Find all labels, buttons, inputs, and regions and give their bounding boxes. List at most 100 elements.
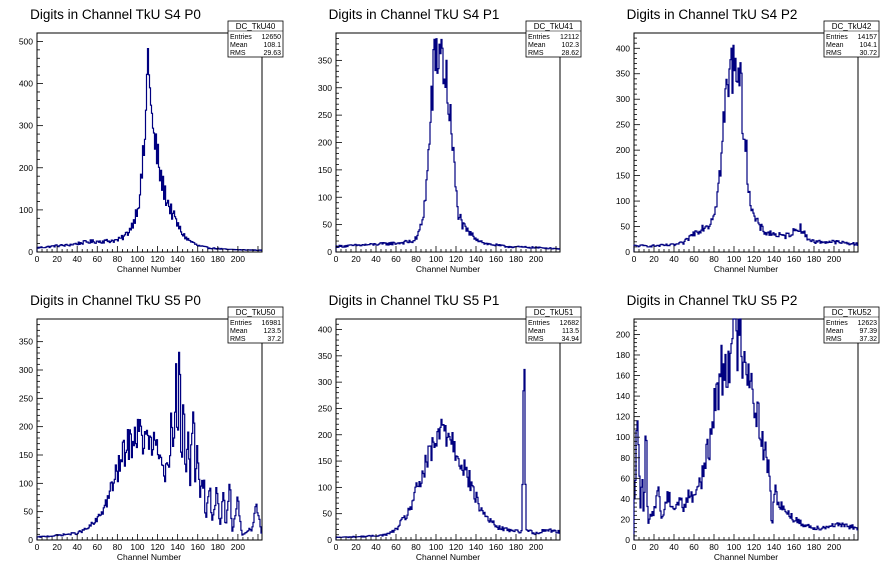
stats-entries-label: Entries [826, 320, 848, 327]
x-tick-label: 100 [727, 542, 741, 552]
y-tick-label: 200 [318, 430, 332, 440]
stats-box: DC_TkU41Entries 12112Mean 102.3RMS 28.62 [526, 21, 581, 57]
histogram-panel: Digits in Channel TkU S5 P1 0 20 40 60 80 100 1… [318, 293, 581, 562]
x-tick-label: 60 [391, 542, 401, 552]
x-axis-title: Channel Number [117, 264, 181, 274]
stats-entries-label: Entries [230, 34, 252, 41]
x-tick-label: 0 [334, 542, 339, 552]
y-tick-label: 250 [19, 393, 33, 403]
stats-entries-label: Entries [826, 34, 848, 41]
stats-entries-value: 14157 [858, 34, 878, 41]
y-tick-label: 0 [28, 535, 33, 545]
x-tick-label: 80 [411, 254, 421, 264]
stats-rms-value: 37.2 [267, 336, 281, 343]
x-tick-label: 0 [334, 254, 339, 264]
x-tick-label: 20 [649, 254, 659, 264]
y-tick-label: 150 [318, 165, 332, 175]
x-tick-label: 120 [747, 254, 761, 264]
x-tick-label: 200 [827, 254, 841, 264]
y-tick-label: 160 [616, 371, 630, 381]
x-tick-label: 60 [93, 254, 103, 264]
x-tick-label: 180 [807, 254, 821, 264]
stats-entries-label: Entries [230, 320, 252, 327]
y-tick-label: 0 [327, 247, 332, 257]
y-tick-label: 150 [19, 450, 33, 460]
x-axis-title: Channel Number [714, 552, 778, 562]
y-tick-label: 300 [19, 365, 33, 375]
x-tick-label: 60 [689, 542, 699, 552]
stats-mean-label: Mean [826, 328, 844, 335]
stats-histogram-name: DC_TkU42 [832, 22, 872, 31]
y-tick-label: 0 [28, 247, 33, 257]
y-tick-label: 100 [318, 192, 332, 202]
x-tick-label: 180 [509, 254, 523, 264]
histogram-panel: Digits in Channel TkU S5 P2 0 20 40 60 80 100 1… [616, 293, 879, 562]
x-tick-label: 40 [72, 254, 82, 264]
x-tick-label: 80 [411, 542, 421, 552]
x-tick-label: 200 [827, 542, 841, 552]
y-tick-label: 50 [323, 509, 333, 519]
x-tick-label: 200 [529, 542, 543, 552]
x-tick-label: 100 [130, 542, 144, 552]
y-tick-label: 400 [318, 325, 332, 335]
histogram-series [336, 39, 560, 252]
x-tick-label: 160 [489, 254, 503, 264]
x-tick-label: 0 [35, 542, 40, 552]
x-tick-label: 20 [649, 542, 659, 552]
x-tick-label: 140 [171, 254, 185, 264]
y-tick-label: 300 [616, 94, 630, 104]
y-tick-label: 300 [318, 377, 332, 387]
x-tick-label: 80 [113, 542, 123, 552]
x-tick-label: 160 [489, 542, 503, 552]
stats-histogram-name: DC_TkU52 [832, 308, 872, 317]
y-tick-label: 300 [318, 83, 332, 93]
x-tick-label: 120 [449, 542, 463, 552]
x-axis-title: Channel Number [714, 264, 778, 274]
stats-box: DC_TkU50Entries 16981Mean 123.5RMS 37.2 [228, 307, 283, 343]
histogram-panel: Digits in Channel TkU S5 P0 0 20 40 60 80 100 1… [19, 293, 283, 562]
chart-title: Digits in Channel TkU S5 P1 [329, 293, 500, 308]
y-tick-label: 120 [616, 412, 630, 422]
x-tick-label: 0 [632, 254, 637, 264]
y-tick-label: 0 [625, 247, 630, 257]
y-tick-label: 400 [616, 43, 630, 53]
stats-rms-label: RMS [230, 50, 246, 57]
x-tick-label: 140 [469, 542, 483, 552]
histogram-series [634, 319, 858, 540]
stats-rms-label: RMS [230, 336, 246, 343]
stats-mean-value: 108.1 [263, 42, 281, 49]
x-tick-label: 60 [689, 254, 699, 264]
histogram-series [634, 45, 858, 252]
y-tick-label: 150 [616, 171, 630, 181]
chart-title: Digits in Channel TkU S4 P0 [30, 7, 201, 22]
stats-rms-label: RMS [528, 336, 544, 343]
x-tick-label: 200 [529, 254, 543, 264]
y-tick-label: 20 [621, 514, 631, 524]
stats-mean-label: Mean [230, 42, 248, 49]
y-tick-label: 100 [616, 196, 630, 206]
stats-rms-value: 30.72 [859, 50, 877, 57]
x-tick-label: 180 [509, 542, 523, 552]
x-tick-label: 40 [72, 542, 82, 552]
y-tick-label: 200 [616, 145, 630, 155]
stats-entries-label: Entries [528, 34, 550, 41]
stats-rms-value: 29.63 [263, 50, 281, 57]
stats-rms-value: 28.62 [561, 50, 579, 57]
stats-mean-value: 104.1 [859, 42, 877, 49]
histogram-series [336, 370, 560, 541]
stats-box: DC_TkU42 Entries 14157 Mean 104.1 RMS 30.72 [824, 21, 879, 57]
y-tick-label: 200 [19, 422, 33, 432]
y-tick-label: 100 [19, 205, 33, 215]
stats-histogram-name: DC_TkU50 [236, 308, 276, 317]
x-tick-label: 120 [150, 254, 164, 264]
stats-histogram-name: DC_TkU40 [236, 22, 276, 31]
y-tick-label: 100 [616, 432, 630, 442]
y-tick-label: 100 [19, 478, 33, 488]
x-tick-label: 180 [211, 542, 225, 552]
y-tick-label: 50 [24, 507, 34, 517]
stats-mean-label: Mean [528, 328, 546, 335]
x-tick-label: 20 [52, 542, 62, 552]
y-tick-label: 200 [318, 138, 332, 148]
stats-mean-value: 113.5 [562, 328, 579, 335]
chart-title: Digits in Channel TkU S4 P2 [627, 7, 798, 22]
